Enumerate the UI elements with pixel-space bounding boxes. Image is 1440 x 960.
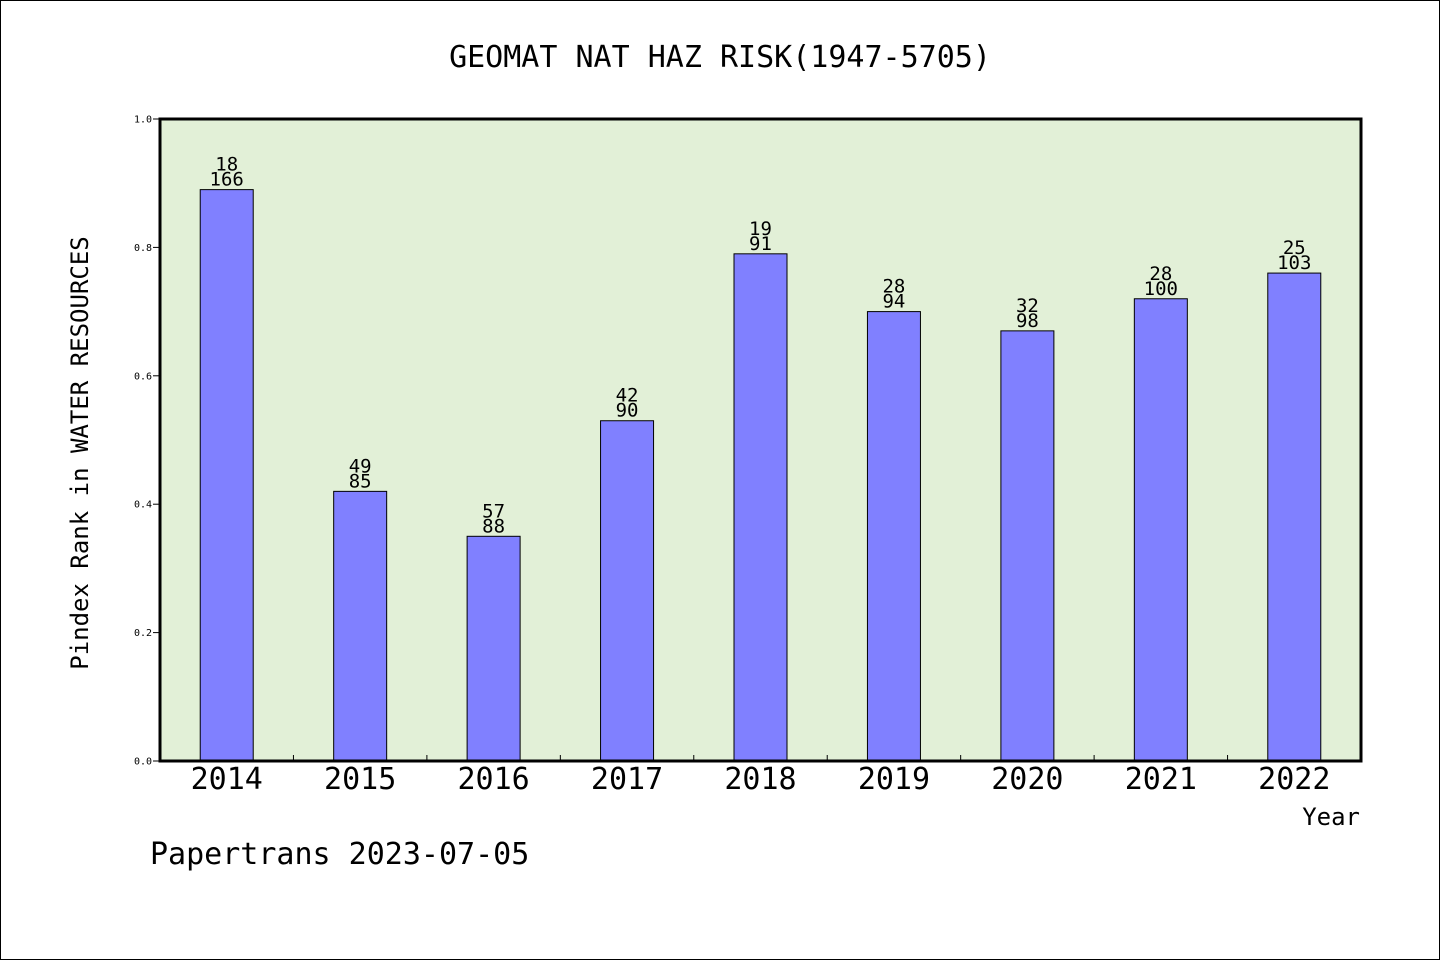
bar-label-bottom: 103 (1277, 252, 1311, 274)
bar-2021 (1133, 298, 1188, 762)
y-tick-label: 0.4 (134, 500, 152, 511)
bar-label-bottom: 91 (749, 233, 772, 255)
bar-label-bottom: 85 (349, 470, 372, 492)
x-axis: 2014 2015 2016 2017 2018 2019 2020 2021 2022 (191, 755, 1330, 797)
bar-label-bottom: 90 (616, 400, 639, 422)
bar-label-top: 32 (1016, 295, 1039, 317)
bar-2019 (866, 311, 921, 762)
bar-label-top: 25 (1283, 237, 1306, 259)
x-tick-label: 2022 (1258, 762, 1330, 797)
bar-2018 (733, 253, 788, 762)
bar-2015 (333, 490, 388, 762)
bar-label-bottom: 98 (1016, 310, 1039, 332)
bar-label-bottom: 100 (1144, 278, 1178, 300)
bar-2022 (1267, 272, 1322, 762)
bar-label-bottom: 94 (882, 291, 905, 313)
bar-label-top: 57 (482, 500, 505, 522)
bar-label-top: 19 (749, 218, 772, 240)
x-tick-label: 2021 (1125, 762, 1197, 797)
chart-title: GEOMAT NAT HAZ RISK(1947-5705) (449, 40, 991, 75)
x-tick-label: 2020 (991, 762, 1063, 797)
bar-label-top: 18 (215, 154, 238, 176)
bar-label-top: 28 (1149, 263, 1172, 285)
y-tick-label: 0.2 (134, 628, 152, 639)
bar-2014 (199, 189, 254, 762)
bar-label-top: 49 (349, 455, 372, 477)
bar-2016 (466, 535, 521, 762)
y-tick-label: 0.6 (134, 371, 152, 382)
x-axis-label: Year (1302, 803, 1360, 831)
y-axis-label: Pindex Rank in WATER RESOURCES (66, 236, 94, 669)
footer-text: Papertrans 2023-07-05 (150, 837, 529, 872)
y-tick-label: 1.0 (134, 115, 152, 126)
y-axis: 0.0 0.2 0.4 0.6 0.8 1.0 (134, 115, 160, 768)
x-tick-label: 2018 (724, 762, 796, 797)
plot-border (158, 117, 1363, 763)
bar-2017 (600, 420, 655, 762)
x-tick-label: 2017 (591, 762, 663, 797)
x-tick-label: 2015 (324, 762, 396, 797)
y-tick-label: 0.0 (134, 757, 152, 768)
x-tick-label: 2014 (191, 762, 263, 797)
x-tick-label: 2016 (457, 762, 529, 797)
x-tick-label: 2019 (858, 762, 930, 797)
bar-label-top: 28 (882, 276, 905, 298)
bar-label-bottom: 166 (210, 169, 244, 191)
bar-label-bottom: 88 (482, 515, 505, 537)
y-tick-label: 0.8 (134, 243, 152, 254)
bar-label-top: 42 (616, 385, 639, 407)
bar-2020 (1000, 330, 1055, 762)
